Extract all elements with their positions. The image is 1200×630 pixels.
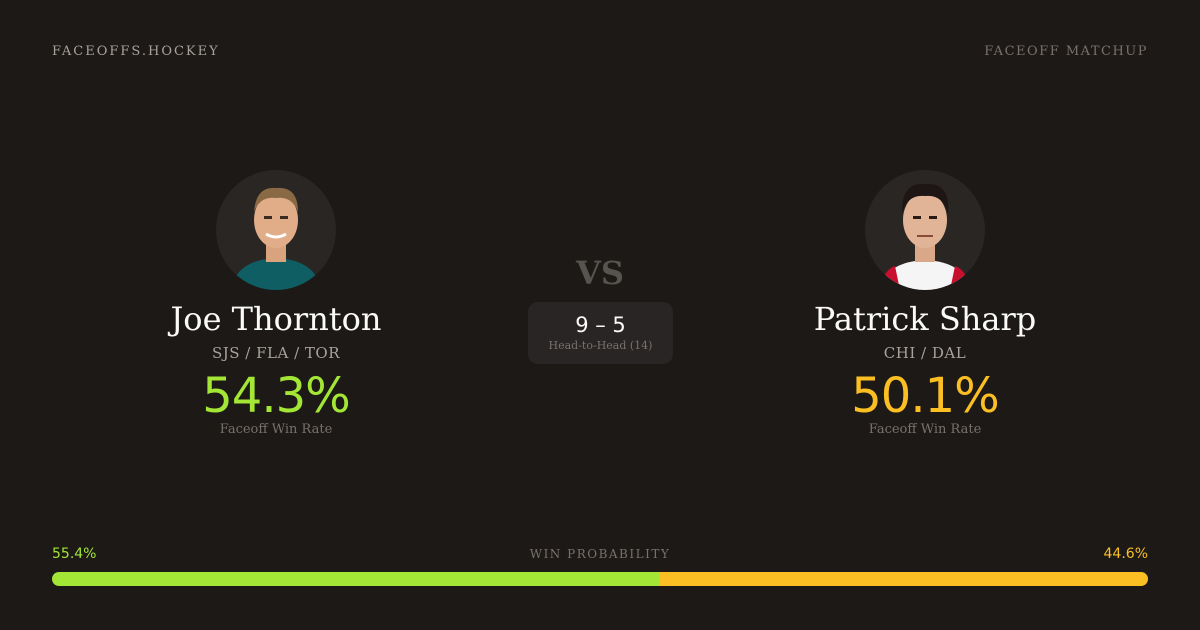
faceoff-win-rate-label: Faceoff Win Rate <box>219 422 333 437</box>
win-probability-left: 55.4% <box>52 546 97 562</box>
player-teams: CHI / DAL <box>883 344 967 362</box>
faceoff-win-rate-label: Faceoff Win Rate <box>868 422 982 437</box>
win-probability-bar-left <box>52 572 660 586</box>
head-to-head-card: 9 – 5 Head-to-Head (14) <box>528 302 673 364</box>
player-right: Patrick Sharp CHI / DAL 50.1% Faceoff Wi… <box>725 170 1125 437</box>
win-probability-bar <box>52 572 1148 586</box>
player-name: Patrick Sharp <box>813 300 1037 338</box>
player-name: Joe Thornton <box>170 300 382 338</box>
win-probability-bar-right <box>659 572 1148 586</box>
site-brand: FACEOFFS.HOCKEY <box>52 44 220 59</box>
vs-label: VS <box>576 254 624 292</box>
player-teams: SJS / FLA / TOR <box>211 344 341 362</box>
head-to-head-score: 9 – 5 <box>575 313 626 337</box>
player-avatar <box>216 170 336 290</box>
player-avatar <box>865 170 985 290</box>
player-left: Joe Thornton SJS / FLA / TOR 54.3% Faceo… <box>76 170 476 437</box>
faceoff-win-rate: 50.1% <box>851 368 999 424</box>
win-probability-title: WIN PROBABILITY <box>529 547 671 561</box>
head-to-head-label: Head-to-Head (14) <box>548 339 653 352</box>
win-probability-right: 44.6% <box>1103 546 1148 562</box>
page-kicker: FACEOFF MATCHUP <box>984 44 1148 59</box>
faceoff-win-rate: 54.3% <box>202 368 350 424</box>
